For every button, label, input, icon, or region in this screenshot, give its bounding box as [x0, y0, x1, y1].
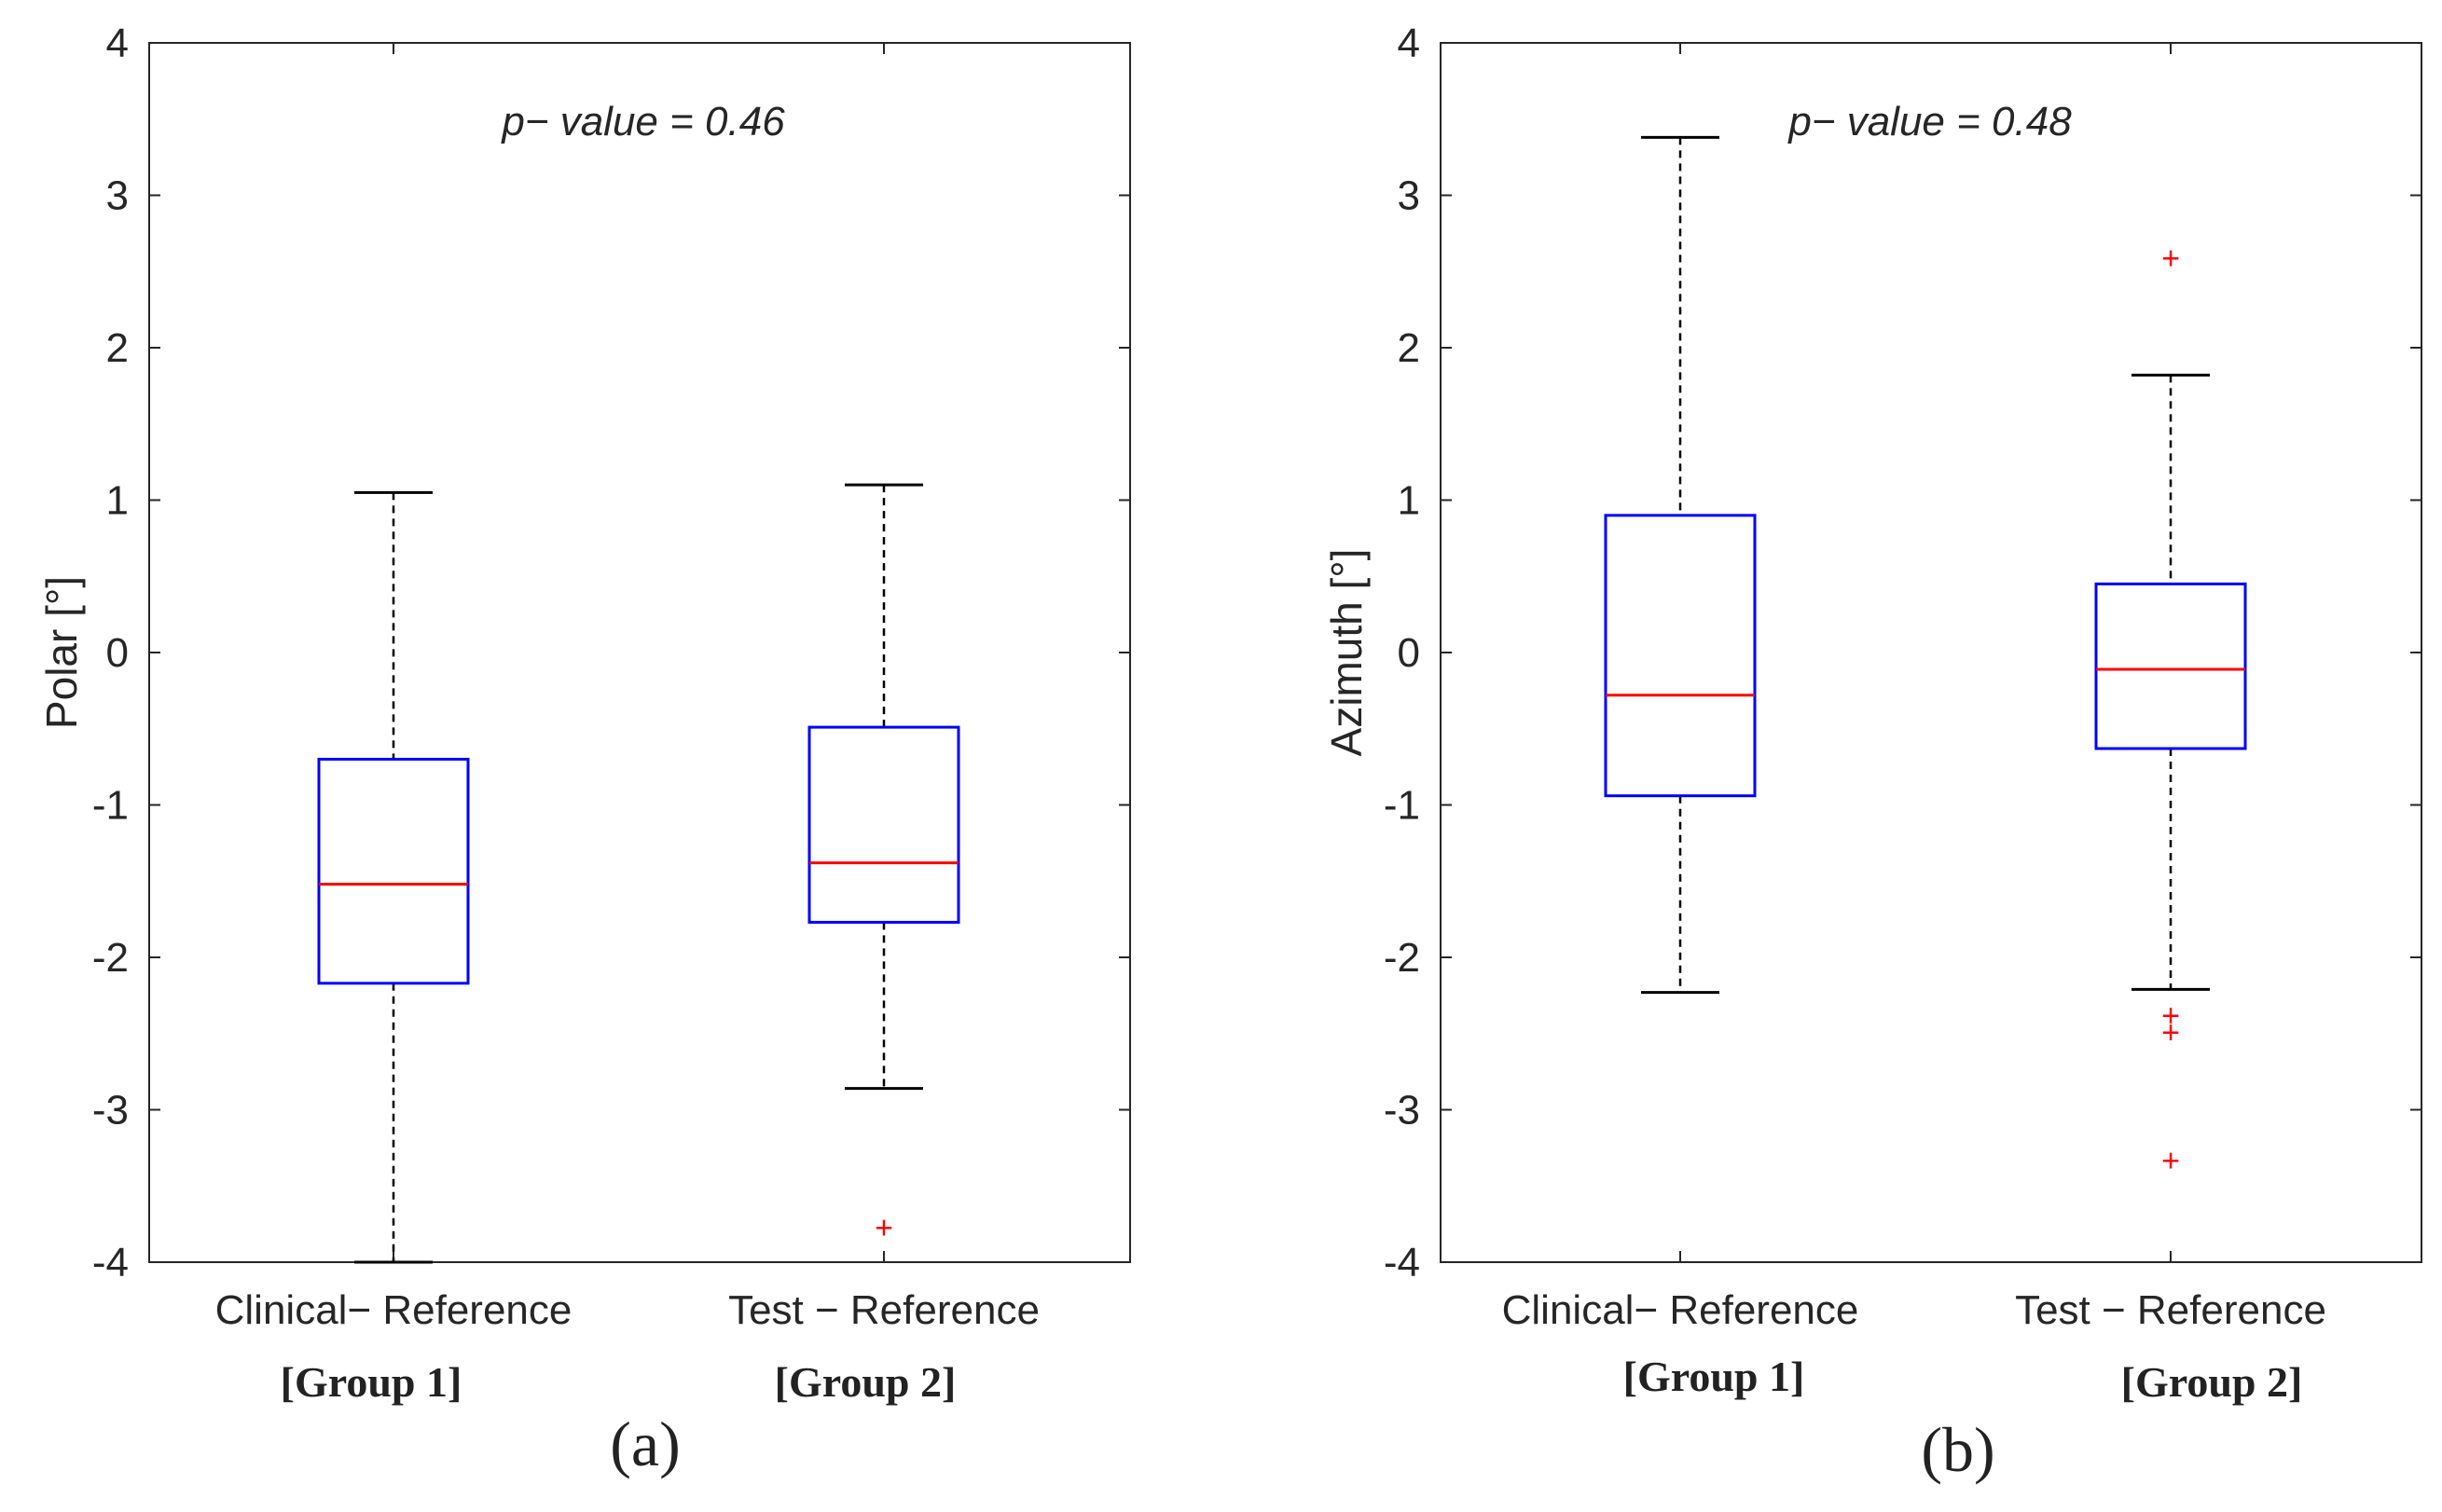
outlier-marker: +	[2161, 998, 2180, 1034]
y-tick-label: 4	[106, 21, 129, 66]
group-2-label: [Group 2]	[2121, 1358, 2303, 1406]
x-tick-label-clinical: Clinical− Reference	[215, 1287, 573, 1333]
box-plots: +	[317, 483, 960, 1264]
box-2: +	[807, 483, 960, 1245]
y-tick-label: 0	[1398, 630, 1420, 676]
y-tick-label: 0	[106, 630, 129, 676]
iqr-box	[807, 725, 960, 924]
y-tick-label: 3	[106, 173, 129, 219]
plot-frame	[1440, 42, 2422, 1263]
y-tick-label: -3	[92, 1088, 129, 1134]
iqr-box	[1604, 514, 1757, 798]
y-tick-label: 3	[1398, 173, 1420, 219]
y-axis-label: Azimuth [°]	[1322, 549, 1371, 757]
y-tick-label: 4	[1398, 21, 1420, 66]
plot-frame	[148, 42, 1131, 1263]
box-1	[1604, 135, 1757, 995]
group-1-label: [Group 1]	[1623, 1353, 1805, 1400]
p-value-annotation: p− value = 0.46	[500, 99, 785, 144]
y-tick-label: 2	[1398, 325, 1420, 371]
y-tick-label: -2	[1384, 935, 1420, 981]
y-tick-label: -3	[1384, 1088, 1420, 1134]
y-axis-tick-labels: 4 3 2 1 0 -1 -2 -3 -4	[1384, 21, 1420, 1285]
y-tick-label: 2	[106, 325, 129, 371]
iqr-box	[2094, 582, 2247, 750]
outlier-marker: +	[2161, 1015, 2180, 1051]
box-1	[317, 490, 470, 1264]
y-axis-ticks	[149, 42, 1130, 1263]
group-2-label: [Group 2]	[775, 1358, 957, 1406]
x-tick-label-test: Test − Reference	[728, 1287, 1040, 1333]
y-tick-label: -1	[1384, 783, 1420, 829]
y-tick-label: 1	[1398, 478, 1420, 524]
panel-label: (b)	[1921, 1414, 1994, 1485]
group-1-label: [Group 1]	[281, 1358, 462, 1406]
outlier-marker: +	[2161, 1143, 2180, 1178]
box-2: ++++	[2094, 241, 2247, 1178]
outlier-marker: +	[875, 1210, 893, 1245]
y-tick-label: -4	[92, 1240, 129, 1285]
y-axis-ticks	[1441, 42, 2421, 1263]
y-tick-label: 1	[106, 478, 129, 524]
y-tick-label: -2	[92, 935, 129, 981]
outlier-marker: +	[2161, 241, 2180, 277]
box-plots: ++++	[1604, 135, 2247, 1178]
x-tick-label-clinical: Clinical− Reference	[1502, 1287, 1859, 1333]
iqr-box	[317, 757, 470, 985]
y-axis-tick-labels: 4 3 2 1 0 -1 -2 -3 -4	[92, 21, 129, 1285]
y-tick-label: -4	[1384, 1240, 1420, 1285]
y-tick-label: -1	[92, 783, 129, 829]
x-tick-label-test: Test − Reference	[2015, 1287, 2326, 1333]
panel-label: (a)	[610, 1409, 680, 1479]
y-axis-label: Polar [°]	[37, 576, 86, 729]
panel-a: 4 3 2 1 0 -1 -2 -3 -4 + Polar [°] p− value = 0.4…	[37, 21, 1131, 1479]
p-value-annotation: p− value = 0.48	[1787, 99, 2072, 144]
